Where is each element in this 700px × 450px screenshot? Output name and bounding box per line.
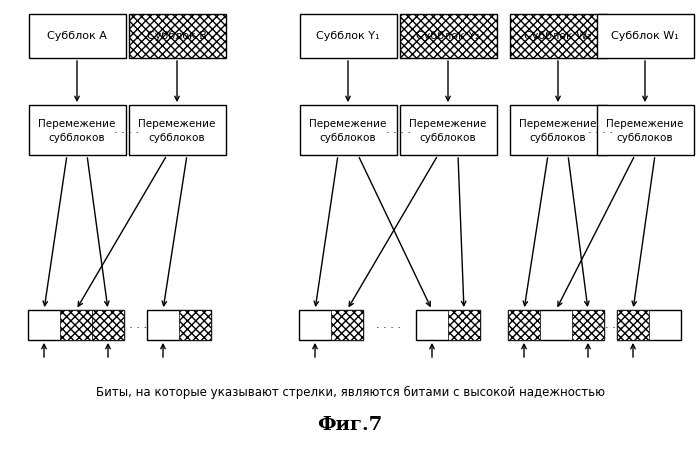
Bar (400, 105, 497, 155)
Bar (416, 310, 480, 340)
Bar (510, 105, 607, 155)
Text: Перемежение: Перемежение (38, 119, 116, 129)
Text: субблоков: субблоков (420, 133, 476, 143)
Text: . . . .: . . . . (386, 125, 410, 135)
Bar (400, 14, 497, 58)
Bar (60, 310, 92, 340)
Bar (597, 14, 694, 58)
Bar (448, 310, 480, 340)
Bar (129, 105, 226, 155)
Text: Перемежение: Перемежение (519, 119, 596, 129)
Bar (129, 14, 226, 58)
Bar (572, 310, 604, 340)
Text: Перемежение: Перемежение (410, 119, 486, 129)
Text: . . . .: . . . . (115, 125, 139, 135)
Bar (508, 310, 604, 340)
Text: Биты, на которые указывают стрелки, являются битами с высокой надежностью: Биты, на которые указывают стрелки, явля… (95, 386, 605, 399)
Bar (299, 310, 363, 340)
Text: . . . .: . . . . (377, 320, 402, 330)
Text: Перемежение: Перемежение (309, 119, 386, 129)
Text: Перемежение: Перемежение (139, 119, 216, 129)
Bar (508, 310, 540, 340)
Text: Субблок B: Субблок B (147, 31, 207, 41)
Text: субблоков: субблоков (320, 133, 377, 143)
Text: Перемежение: Перемежение (606, 119, 684, 129)
Bar (29, 14, 126, 58)
Text: Фиг.7: Фиг.7 (317, 416, 383, 434)
Bar (617, 310, 649, 340)
Bar (597, 105, 694, 155)
Text: субблоков: субблоков (148, 133, 205, 143)
Text: субблоков: субблоков (617, 133, 673, 143)
Bar (147, 310, 211, 340)
Text: Субблок Y₂: Субблок Y₂ (416, 31, 480, 41)
Text: Субблок A: Субблок A (47, 31, 107, 41)
Text: . . . .: . . . . (122, 320, 148, 330)
Text: Субблок W₁: Субблок W₁ (611, 31, 679, 41)
Bar (28, 310, 124, 340)
Bar (510, 14, 607, 58)
Text: Субблок Y₁: Субблок Y₁ (316, 31, 379, 41)
Bar (92, 310, 124, 340)
Bar (331, 310, 363, 340)
Text: Субблок W₂: Субблок W₂ (524, 31, 592, 41)
Bar (300, 105, 397, 155)
Text: субблоков: субблоков (530, 133, 587, 143)
Bar (617, 310, 681, 340)
Text: . . . .: . . . . (598, 320, 622, 330)
Bar (29, 105, 126, 155)
Bar (300, 14, 397, 58)
Text: . . . .: . . . . (589, 125, 613, 135)
Bar (179, 310, 211, 340)
Text: субблоков: субблоков (49, 133, 105, 143)
